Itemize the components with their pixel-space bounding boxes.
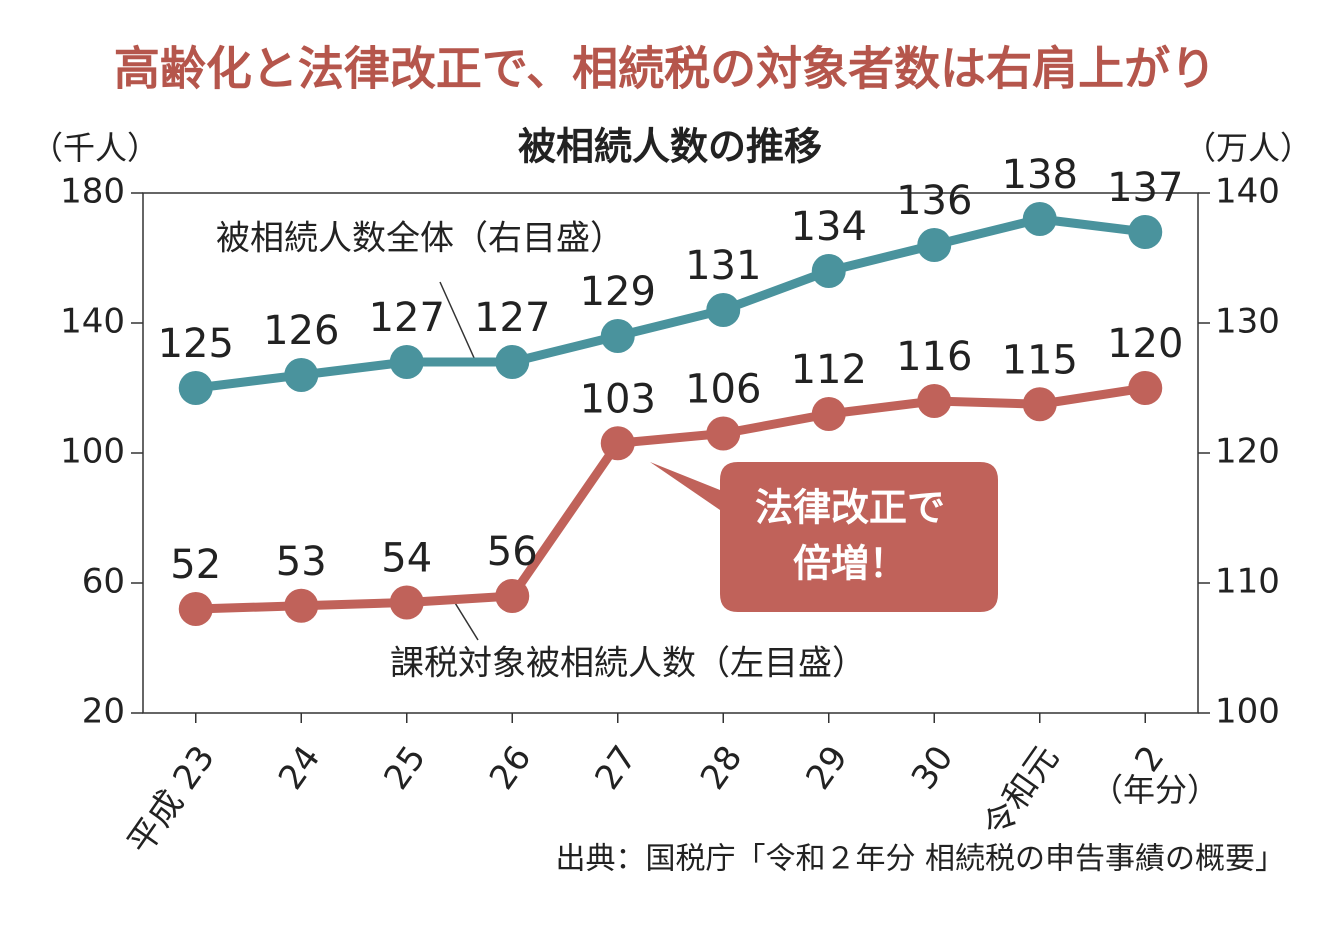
data-point xyxy=(1022,202,1057,236)
x-tick-label: 25 xyxy=(376,739,434,797)
x-tick-label: 30 xyxy=(904,739,962,797)
data-label: 56 xyxy=(487,529,538,575)
data-point xyxy=(1022,387,1057,422)
leader-line xyxy=(439,281,476,361)
plot-frame xyxy=(142,192,1199,714)
x-tick-label: 平成 23 xyxy=(120,739,223,862)
data-point xyxy=(178,371,213,405)
y2-tick-label: 130 xyxy=(1215,302,1280,342)
data-point xyxy=(389,345,424,379)
callout-box xyxy=(650,462,998,612)
data-label: 52 xyxy=(170,542,221,588)
data-point xyxy=(495,345,530,379)
data-label: 125 xyxy=(158,321,234,367)
data-point xyxy=(706,416,741,451)
series-label: 被相続人数全体（右目盛） xyxy=(216,219,624,259)
data-label: 120 xyxy=(1107,321,1183,367)
data-point xyxy=(600,319,635,353)
data-label: 115 xyxy=(1002,337,1078,383)
data-label: 138 xyxy=(1002,152,1078,198)
series-line xyxy=(195,214,1146,393)
data-point xyxy=(389,585,424,620)
leader-line xyxy=(451,597,479,641)
y-tick-label: 180 xyxy=(60,172,125,212)
data-label: 131 xyxy=(685,243,761,289)
y2-tick-label: 100 xyxy=(1215,692,1280,732)
chart-subtitle: 被相続人数の推移 xyxy=(518,124,822,169)
data-label: 129 xyxy=(580,269,656,315)
y2-tick-label: 110 xyxy=(1215,562,1280,602)
y2-tick-label: 120 xyxy=(1215,432,1280,472)
data-point xyxy=(1128,371,1163,405)
y-tick-label: 100 xyxy=(60,432,125,472)
x-tick-label: 29 xyxy=(798,739,856,797)
data-label: 127 xyxy=(474,295,550,341)
data-label: 103 xyxy=(580,376,656,422)
data-label: 127 xyxy=(369,295,445,341)
data-point xyxy=(284,588,319,623)
series-label: 課税対象被相続人数（左目盛） xyxy=(390,644,866,684)
data-point xyxy=(811,397,846,431)
x-tick-label: 24 xyxy=(271,739,329,797)
callout-text: 法律改正で xyxy=(755,486,945,530)
data-point xyxy=(917,384,952,418)
data-label: 134 xyxy=(791,204,867,250)
callout-text: 倍増！ xyxy=(793,542,907,586)
y-tick-label: 140 xyxy=(60,302,125,342)
data-point xyxy=(600,426,635,461)
data-label: 136 xyxy=(896,178,972,224)
data-point xyxy=(495,579,530,613)
x-unit-label: （年分） xyxy=(1091,771,1219,809)
data-point xyxy=(706,293,741,327)
data-label: 106 xyxy=(685,367,761,413)
chart-title: 高齢化と法律改正で、相続税の対象者数は右肩上がり xyxy=(114,42,1216,96)
data-point xyxy=(284,358,319,392)
y-axis-label: （千人） xyxy=(31,129,159,167)
data-label: 137 xyxy=(1107,165,1183,211)
y-tick-label: 20 xyxy=(82,692,125,732)
data-label: 54 xyxy=(381,536,432,582)
x-tick-label: 令和元 xyxy=(976,739,1067,845)
y2-tick-label: 140 xyxy=(1215,172,1280,212)
data-point xyxy=(1128,215,1163,249)
series-line xyxy=(195,383,1146,614)
data-label: 53 xyxy=(276,539,327,585)
y-tick-label: 60 xyxy=(82,562,125,602)
data-point xyxy=(811,254,846,288)
x-tick-label: 26 xyxy=(482,739,540,797)
data-point xyxy=(178,592,213,626)
x-tick-label: 28 xyxy=(693,739,751,797)
data-label: 126 xyxy=(263,308,339,354)
source-note: 出典：国税庁「令和２年分 相続税の申告事績の概要」 xyxy=(555,842,1285,877)
x-tick-label: 27 xyxy=(587,739,645,797)
data-point xyxy=(917,228,952,262)
y2-axis-label: （万人） xyxy=(1184,129,1312,167)
data-label: 116 xyxy=(896,334,972,380)
data-label: 112 xyxy=(791,347,867,393)
